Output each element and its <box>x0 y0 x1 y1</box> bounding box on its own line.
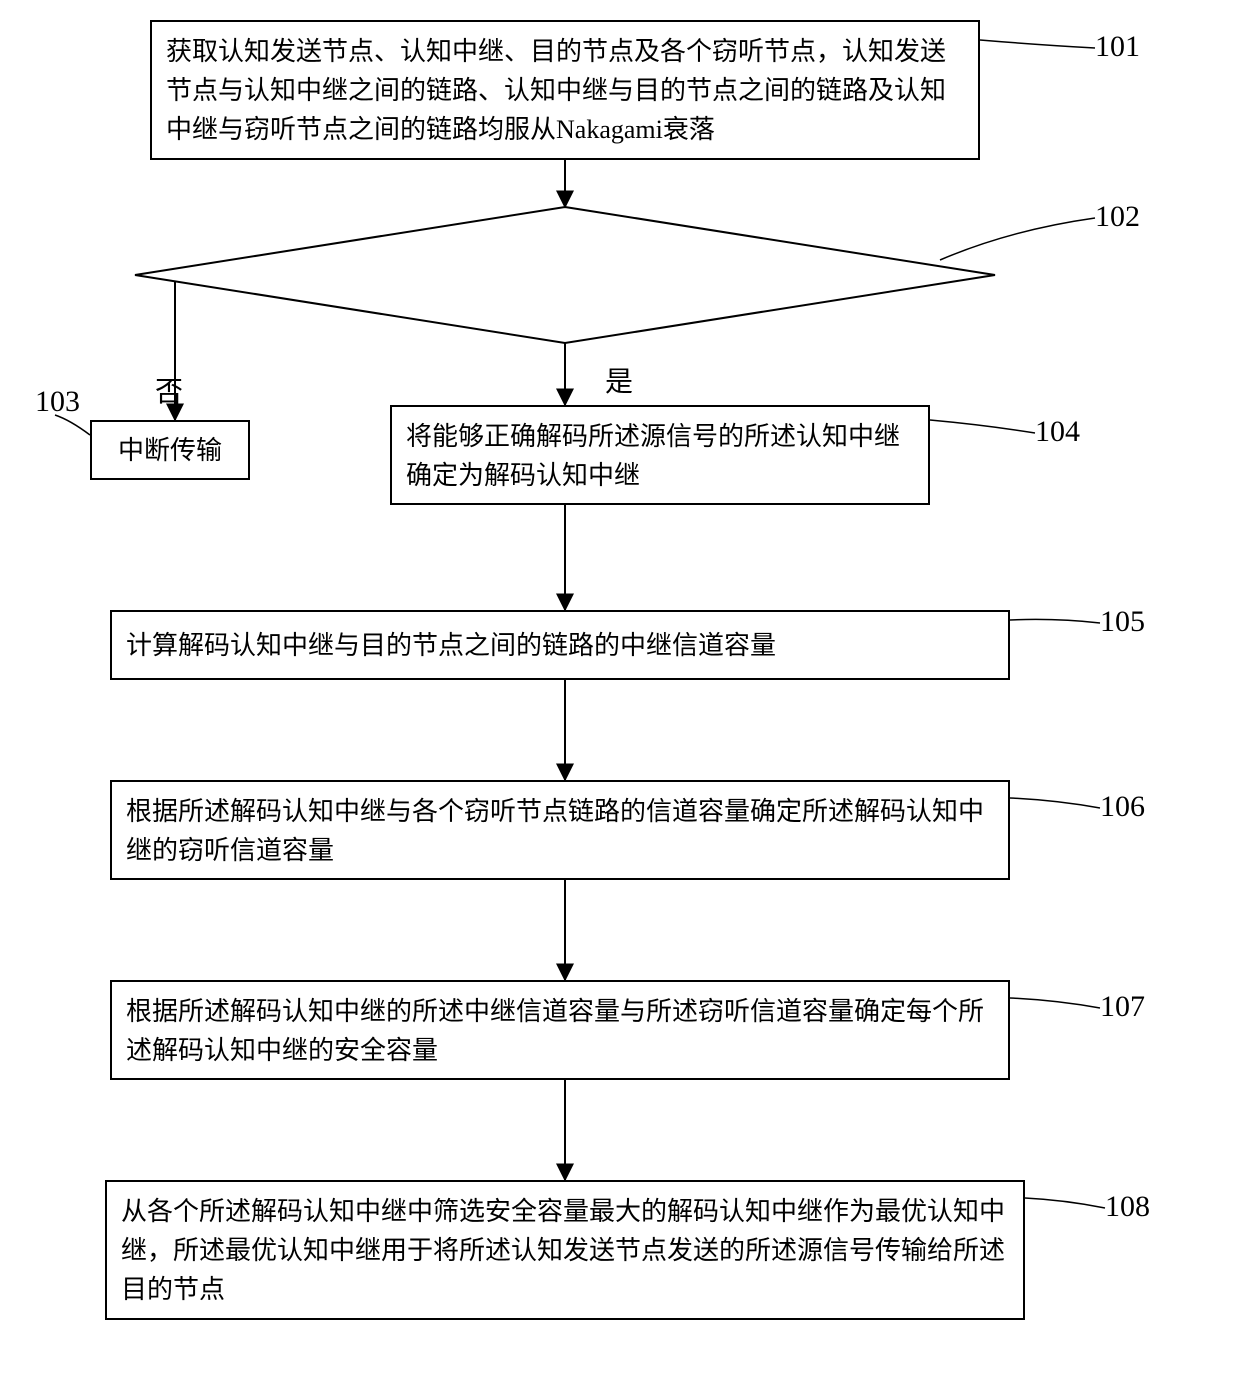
node-105-text: 计算解码认知中继与目的节点之间的链路的中继信道容量 <box>126 626 776 665</box>
node-103-text: 中断传输 <box>118 431 222 470</box>
label-103: 103 <box>35 385 80 419</box>
node-108-text: 从各个所述解码认知中继中筛选安全容量最大的解码认知中继作为最优认知中继，所述最优… <box>121 1197 1005 1304</box>
edge-yes: 是 <box>605 360 633 400</box>
label-107: 107 <box>1100 990 1145 1024</box>
node-102-text-wrap: 存在能够正确解码所述源信号的认知中继 <box>300 255 830 292</box>
node-108: 从各个所述解码认知中继中筛选安全容量最大的解码认知中继作为最优认知中继，所述最优… <box>105 1180 1025 1320</box>
node-106: 根据所述解码认知中继与各个窃听节点链路的信道容量确定所述解码认知中继的窃听信道容… <box>110 780 1010 880</box>
edge-no: 否 <box>155 370 183 410</box>
node-102-text: 存在能够正确解码所述源信号的认知中继 <box>331 261 799 290</box>
node-103: 中断传输 <box>90 420 250 480</box>
label-108: 108 <box>1105 1190 1150 1224</box>
node-101-text: 获取认知发送节点、认知中继、目的节点及各个窃听节点，认知发送节点与认知中继之间的… <box>166 37 946 144</box>
node-107: 根据所述解码认知中继的所述中继信道容量与所述窃听信道容量确定每个所述解码认知中继… <box>110 980 1010 1080</box>
node-101: 获取认知发送节点、认知中继、目的节点及各个窃听节点，认知发送节点与认知中继之间的… <box>150 20 980 160</box>
label-106: 106 <box>1100 790 1145 824</box>
label-101: 101 <box>1095 30 1140 64</box>
label-104: 104 <box>1035 415 1080 449</box>
node-104: 将能够正确解码所述源信号的所述认知中继确定为解码认知中继 <box>390 405 930 505</box>
node-106-text: 根据所述解码认知中继与各个窃听节点链路的信道容量确定所述解码认知中继的窃听信道容… <box>126 797 984 865</box>
node-104-text: 将能够正确解码所述源信号的所述认知中继确定为解码认知中继 <box>406 422 900 490</box>
node-107-text: 根据所述解码认知中继的所述中继信道容量与所述窃听信道容量确定每个所述解码认知中继… <box>126 997 984 1065</box>
label-102: 102 <box>1095 200 1140 234</box>
node-105: 计算解码认知中继与目的节点之间的链路的中继信道容量 <box>110 610 1010 680</box>
flowchart-canvas: 获取认知发送节点、认知中继、目的节点及各个窃听节点，认知发送节点与认知中继之间的… <box>0 0 1240 1397</box>
label-105: 105 <box>1100 605 1145 639</box>
